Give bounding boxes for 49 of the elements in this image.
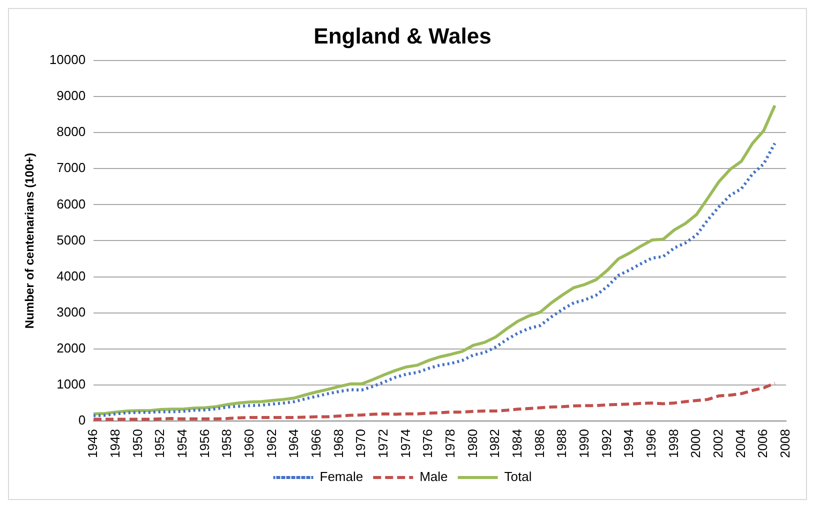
x-tick-label: 1968 [330, 429, 346, 458]
x-tick-label: 1986 [532, 429, 547, 458]
x-tick-label: 1976 [420, 429, 436, 458]
y-tick-label: 7000 [56, 160, 86, 176]
y-axis-title: Number of centenarians (100+) [22, 152, 37, 329]
legend-label: Total [504, 469, 532, 484]
x-tick-label: 1982 [487, 429, 502, 458]
x-tick-label: 1988 [554, 429, 570, 458]
x-tick-label: 1984 [510, 429, 525, 458]
x-tick-label: 1980 [464, 429, 480, 458]
x-tick-label: 1972 [376, 429, 391, 458]
x-tick-label: 1956 [196, 429, 212, 458]
y-tick-label: 10000 [49, 52, 86, 67]
x-tick-label: 1946 [85, 429, 100, 458]
x-tick-label: 2008 [778, 429, 793, 458]
x-tick-label: 2006 [755, 429, 770, 458]
y-tick-label: 5000 [56, 232, 86, 248]
legend-label: Male [420, 469, 448, 484]
x-tick-label: 1994 [621, 429, 636, 458]
chart-title: England & Wales [314, 23, 492, 48]
y-tick-label: 3000 [56, 304, 86, 320]
x-tick-label: 1978 [442, 429, 458, 458]
x-tick-label: 2004 [732, 429, 748, 458]
y-tick-label: 8000 [56, 124, 86, 140]
x-tick-label: 1966 [308, 429, 324, 458]
x-tick-label: 1992 [598, 429, 614, 458]
x-tick-label: 2002 [710, 429, 726, 458]
legend-label: Female [320, 469, 364, 484]
x-tick-label: 1952 [152, 429, 168, 458]
x-tick-label: 1964 [286, 429, 302, 458]
x-tick-label: 1960 [241, 429, 256, 458]
line-series [92, 382, 776, 421]
y-tick-label: 9000 [56, 88, 86, 104]
y-tick-label: 0 [78, 412, 86, 428]
y-tick-label: 4000 [56, 268, 86, 284]
x-tick-label: 1998 [666, 429, 681, 458]
x-tick-label: 1954 [174, 429, 190, 458]
y-tick-label: 2000 [56, 340, 86, 356]
x-tick-label: 1970 [353, 429, 368, 458]
x-tick-label: 1950 [130, 429, 145, 458]
x-tick-label: 1990 [576, 429, 592, 458]
y-tick-label: 6000 [56, 196, 86, 212]
x-tick-label: 1948 [107, 429, 122, 458]
x-tick-label: 1962 [264, 429, 279, 458]
x-tick-label: 1958 [219, 429, 234, 458]
x-tick-label: 1996 [644, 429, 659, 458]
x-tick-label: 2000 [688, 429, 704, 458]
x-tick-label: 1974 [398, 429, 413, 458]
y-tick-label: 1000 [56, 376, 86, 392]
